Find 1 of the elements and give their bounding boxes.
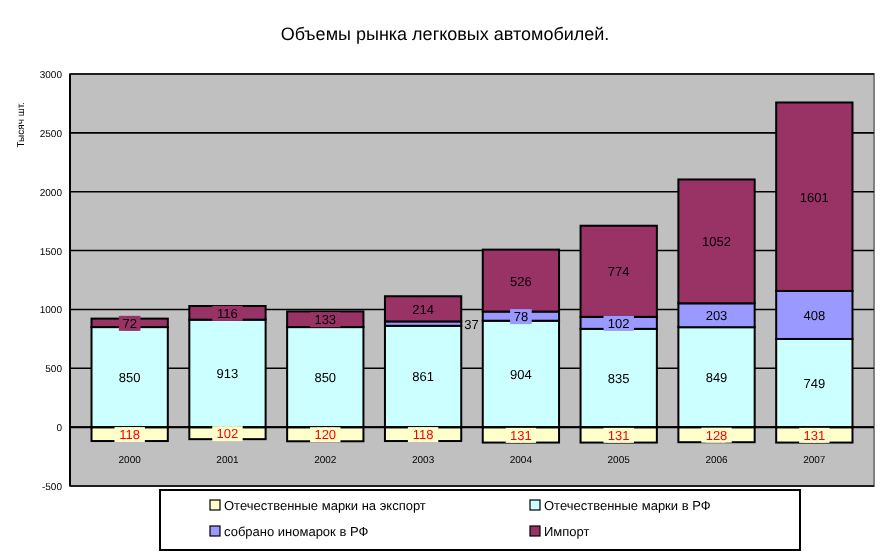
- chart-title: Объемы рынка легковых автомобилей.: [280, 24, 610, 44]
